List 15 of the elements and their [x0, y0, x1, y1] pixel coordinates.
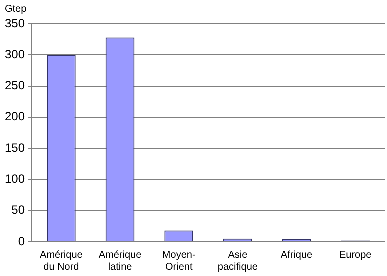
y-tick-label: 0: [18, 234, 26, 248]
x-tick-label: Moyen- Orient: [162, 250, 196, 273]
y-tick-label: 250: [4, 78, 26, 93]
x-tick-label: Amérique du Nord: [40, 250, 84, 273]
y-tick-label: 200: [4, 110, 26, 124]
y-tick-label: 50: [12, 203, 26, 218]
x-tick-label: Amérique latine: [98, 250, 142, 273]
y-axis-title: Gtep: [5, 4, 28, 15]
x-tick-label: Asie pacifique: [218, 250, 258, 273]
y-tick-label: 100: [4, 172, 26, 186]
y-tick-label: 150: [4, 140, 26, 155]
y-tick-label: 300: [4, 47, 26, 62]
x-tick-label: Afrique: [280, 250, 314, 261]
y-tick-label: 350: [4, 16, 26, 30]
x-tick-label: Europe: [339, 250, 372, 261]
